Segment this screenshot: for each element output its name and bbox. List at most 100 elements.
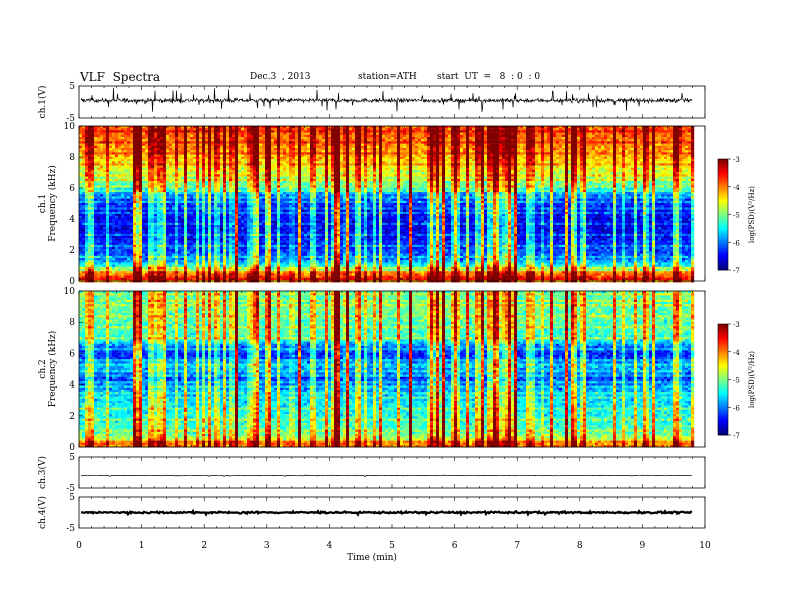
spectrogram-cell xyxy=(196,135,199,137)
spectrogram-cell xyxy=(301,137,304,139)
spectrogram-cell xyxy=(187,128,190,130)
spectrogram-cell xyxy=(196,133,199,135)
spectrogram-cell xyxy=(691,135,694,137)
spectrogram-cell xyxy=(256,137,259,139)
spectrogram-cell xyxy=(142,135,145,137)
spectrogram-cell xyxy=(502,135,505,137)
spectrogram-cell xyxy=(124,130,127,132)
spectrogram-cell xyxy=(193,133,196,135)
spectrogram-cell xyxy=(619,135,622,137)
spectrogram-cell xyxy=(541,128,544,130)
spectrogram-cell xyxy=(241,130,244,132)
spectrogram-cell xyxy=(544,130,547,132)
spectrogram-cell xyxy=(142,137,145,139)
spectrogram-cell xyxy=(391,133,394,135)
spectrogram-cell xyxy=(256,128,259,130)
spectrogram-cell xyxy=(370,135,373,137)
spectrogram-cell xyxy=(352,135,355,137)
spectrogram-cell xyxy=(103,137,106,139)
spectrogram-cell xyxy=(571,133,574,135)
spectrogram-cell xyxy=(421,137,424,139)
spectrogram-cell xyxy=(427,133,430,135)
spectrogram-cell xyxy=(430,135,433,137)
spectrogram-cell xyxy=(94,130,97,132)
spectrogram-cell xyxy=(433,137,436,139)
spectrogram-cell xyxy=(133,130,136,132)
spectrogram-cell xyxy=(523,137,526,139)
spectrogram-cell xyxy=(322,135,325,137)
spectrogram-cell xyxy=(550,128,553,130)
spectrogram-cell xyxy=(229,128,232,130)
spectrogram-cell xyxy=(526,135,529,137)
spectrogram-cell xyxy=(301,133,304,135)
spectrogram-cell xyxy=(589,135,592,137)
spectrogram-cell xyxy=(133,135,136,137)
spectrogram-cell xyxy=(280,135,283,137)
spectrogram-cell xyxy=(328,137,331,139)
spectrogram-cell xyxy=(205,135,208,137)
spectrogram-cell xyxy=(424,128,427,130)
spectrogram-cell xyxy=(487,133,490,135)
spectrogram-cell xyxy=(457,128,460,130)
spectrogram-cell xyxy=(271,133,274,135)
spectrogram-cell xyxy=(118,130,121,132)
spectrogram-cell xyxy=(145,135,148,137)
spectrogram-cell xyxy=(88,133,91,135)
spectrogram-cell xyxy=(160,128,163,130)
spectrogram-cell xyxy=(331,133,334,135)
spectrogram-cell xyxy=(358,137,361,139)
spectrogram-cell xyxy=(469,128,472,130)
spectrogram-cell xyxy=(460,137,463,139)
spectrogram-cell xyxy=(547,135,550,137)
spectrogram-cell xyxy=(601,135,604,137)
spectrogram-cell xyxy=(595,137,598,139)
spectrogram-cell xyxy=(103,130,106,132)
spectrogram-cell xyxy=(592,135,595,137)
spectrogram-cell xyxy=(109,137,112,139)
spectrogram-cell xyxy=(340,130,343,132)
spectrogram-cell xyxy=(628,128,631,130)
spectrogram-cell xyxy=(268,130,271,132)
spectrogram-cell xyxy=(559,137,562,139)
spectrogram-cell xyxy=(610,130,613,132)
spectrogram-cell xyxy=(115,130,118,132)
spectrogram-cell xyxy=(655,133,658,135)
spectrogram-cell xyxy=(88,137,91,139)
spectrogram-cell xyxy=(148,128,151,130)
spectrogram-cell xyxy=(130,128,133,130)
spectrogram-cell xyxy=(94,135,97,137)
spectrogram-cell xyxy=(127,135,130,137)
spectrogram-cell xyxy=(607,130,610,132)
spectrogram-cell xyxy=(583,135,586,137)
spectrogram-cell xyxy=(169,130,172,132)
spectrogram-cell xyxy=(103,135,106,137)
y-tick-label: 5 xyxy=(69,82,75,92)
spectrogram-cell xyxy=(286,130,289,132)
spectrogram-cell xyxy=(589,137,592,139)
spectrogram-cell xyxy=(325,135,328,137)
spectrogram-cell xyxy=(394,130,397,132)
spectrogram-cell xyxy=(676,133,679,135)
spectrogram-cell xyxy=(202,137,205,139)
spectrogram-cell xyxy=(217,137,220,139)
spectrogram-cell xyxy=(178,133,181,135)
spectrogram-cell xyxy=(304,128,307,130)
spectrogram-cell xyxy=(355,135,358,137)
spectrogram-cell xyxy=(526,133,529,135)
spectrogram-cell xyxy=(565,137,568,139)
spectrogram-cell xyxy=(580,128,583,130)
spectrogram-cell xyxy=(469,137,472,139)
spectrogram-cell xyxy=(436,128,439,130)
spectrogram-cell xyxy=(301,135,304,137)
spectrogram-cell xyxy=(133,137,136,139)
spectrogram-cell xyxy=(415,137,418,139)
spectrogram-cell xyxy=(325,130,328,132)
spectrogram-cell xyxy=(592,128,595,130)
spectrogram-cell xyxy=(259,128,262,130)
spectrogram-cell xyxy=(646,133,649,135)
spectrogram-cell xyxy=(427,130,430,132)
spectrogram-cell xyxy=(574,133,577,135)
spectrogram-cell xyxy=(667,133,670,135)
spectrogram-cell xyxy=(151,133,154,135)
spectrogram-cell xyxy=(499,133,502,135)
